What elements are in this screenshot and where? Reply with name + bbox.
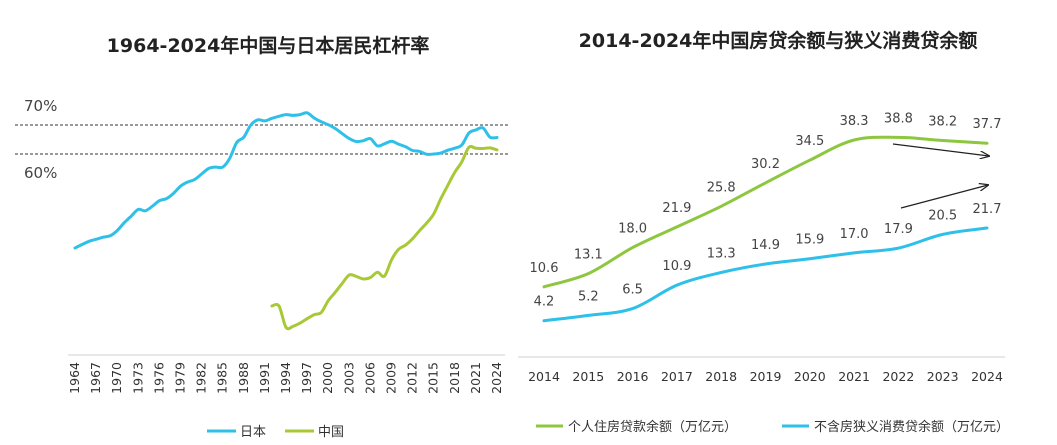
data-label: 25.8 [707,180,736,195]
x-tick-label: 2015 [572,369,604,384]
x-tick-label: 1979 [173,362,188,394]
data-label: 38.8 [884,111,913,126]
plot-area-right [542,135,989,323]
trend-arrow-upper [892,143,989,156]
x-tick-label: 2000 [320,362,335,394]
trend-arrow-lower [900,185,988,209]
data-label: 34.5 [795,134,824,149]
data-label: 13.3 [707,247,736,262]
x-tick-label: 1985 [215,362,230,394]
legend-label-mortgage: 个人住房贷款余额（万亿元） [568,419,737,435]
x-tick-label: 1967 [88,362,103,394]
x-tick-labels-right: 2014 2015 2016 2017 2018 2019 2020 2021 2022 2023… [528,369,1003,384]
x-tick-label: 2024 [489,362,504,394]
legend-right: 个人住房贷款余额（万亿元） 不含房狭义消费贷余额（万亿元） [536,419,1009,435]
x-tick-label: 2021 [838,369,870,384]
legend-left: 日本 中国 [207,425,344,440]
x-tick-label: 2018 [447,362,462,394]
data-label: 37.7 [973,117,1002,132]
data-label: 10.6 [530,261,559,276]
legend-label-consumer-loan: 不含房狭义消费贷余额（万亿元） [814,419,1009,435]
x-tick-label: 1997 [299,362,314,394]
data-label: 20.5 [928,208,957,223]
x-tick-label: 1988 [236,362,251,394]
x-tick-label: 1991 [257,362,272,394]
x-tick-label: 2012 [405,362,420,394]
x-tick-label: 2009 [384,362,399,394]
series-line-japan [73,111,499,250]
reference-label-70: 70% [24,97,57,115]
chart-right: 2014-2024年中国房贷余额与狭义消费贷余额 2014 2015 2016 201… [518,29,1009,435]
legend-label-japan: 日本 [240,425,266,440]
x-tick-label: 2019 [750,369,782,384]
x-tick-label: 2003 [341,362,356,394]
x-tick-label: 2006 [362,362,377,394]
data-label: 5.2 [578,289,599,304]
reference-label-60: 60% [24,164,57,182]
data-label: 21.7 [973,202,1002,217]
data-label: 38.2 [928,115,957,130]
data-label: 38.3 [840,114,869,129]
data-label: 17.9 [884,222,913,237]
x-tick-label: 2015 [426,362,441,394]
x-tick-label: 2021 [468,362,483,394]
data-labels-right: 10.6 13.1 18.0 21.9 25.8 30.2 34.5 38.3 38.8 38.2… [530,111,1002,309]
x-tick-label: 2016 [617,369,649,384]
series-line-mortgage [542,135,989,289]
data-label: 15.9 [795,233,824,248]
data-label: 4.2 [534,295,555,310]
data-label: 18.0 [618,222,647,237]
x-tick-label: 2020 [794,369,826,384]
x-tick-label: 1973 [130,362,145,394]
series-line-china [270,144,499,331]
x-tick-label: 2014 [528,369,560,384]
series-line-consumer-loan [542,226,989,323]
x-tick-label: 2022 [882,369,914,384]
data-label: 17.0 [840,227,869,242]
data-label: 10.9 [662,259,691,274]
data-label: 13.1 [574,248,603,263]
x-tick-label: 1970 [109,362,124,394]
x-tick-label: 1964 [67,362,82,394]
x-tick-label: 1976 [151,362,166,394]
plot-area-left [73,111,499,331]
x-tick-label: 1982 [194,362,209,394]
data-label: 14.9 [751,238,780,253]
x-tick-label: 2023 [927,369,959,384]
chart-left: 1964-2024年中国与日本居民杠杆率 70% 60% 1964 1967 197… [15,34,510,440]
legend-label-china: 中国 [318,425,344,440]
data-label: 30.2 [751,157,780,172]
chart-right-title: 2014-2024年中国房贷余额与狭义消费贷余额 [579,29,978,52]
chart-left-title: 1964-2024年中国与日本居民杠杆率 [107,34,430,57]
x-tick-label: 2017 [661,369,693,384]
x-tick-labels-left: 1964 1967 1970 1973 1976 1979 1982 1985 1988 1991… [67,362,504,394]
data-label: 21.9 [662,201,691,216]
data-label: 6.5 [622,283,643,298]
x-tick-label: 2024 [971,369,1003,384]
x-tick-label: 1994 [278,362,293,394]
x-tick-label: 2018 [705,369,737,384]
